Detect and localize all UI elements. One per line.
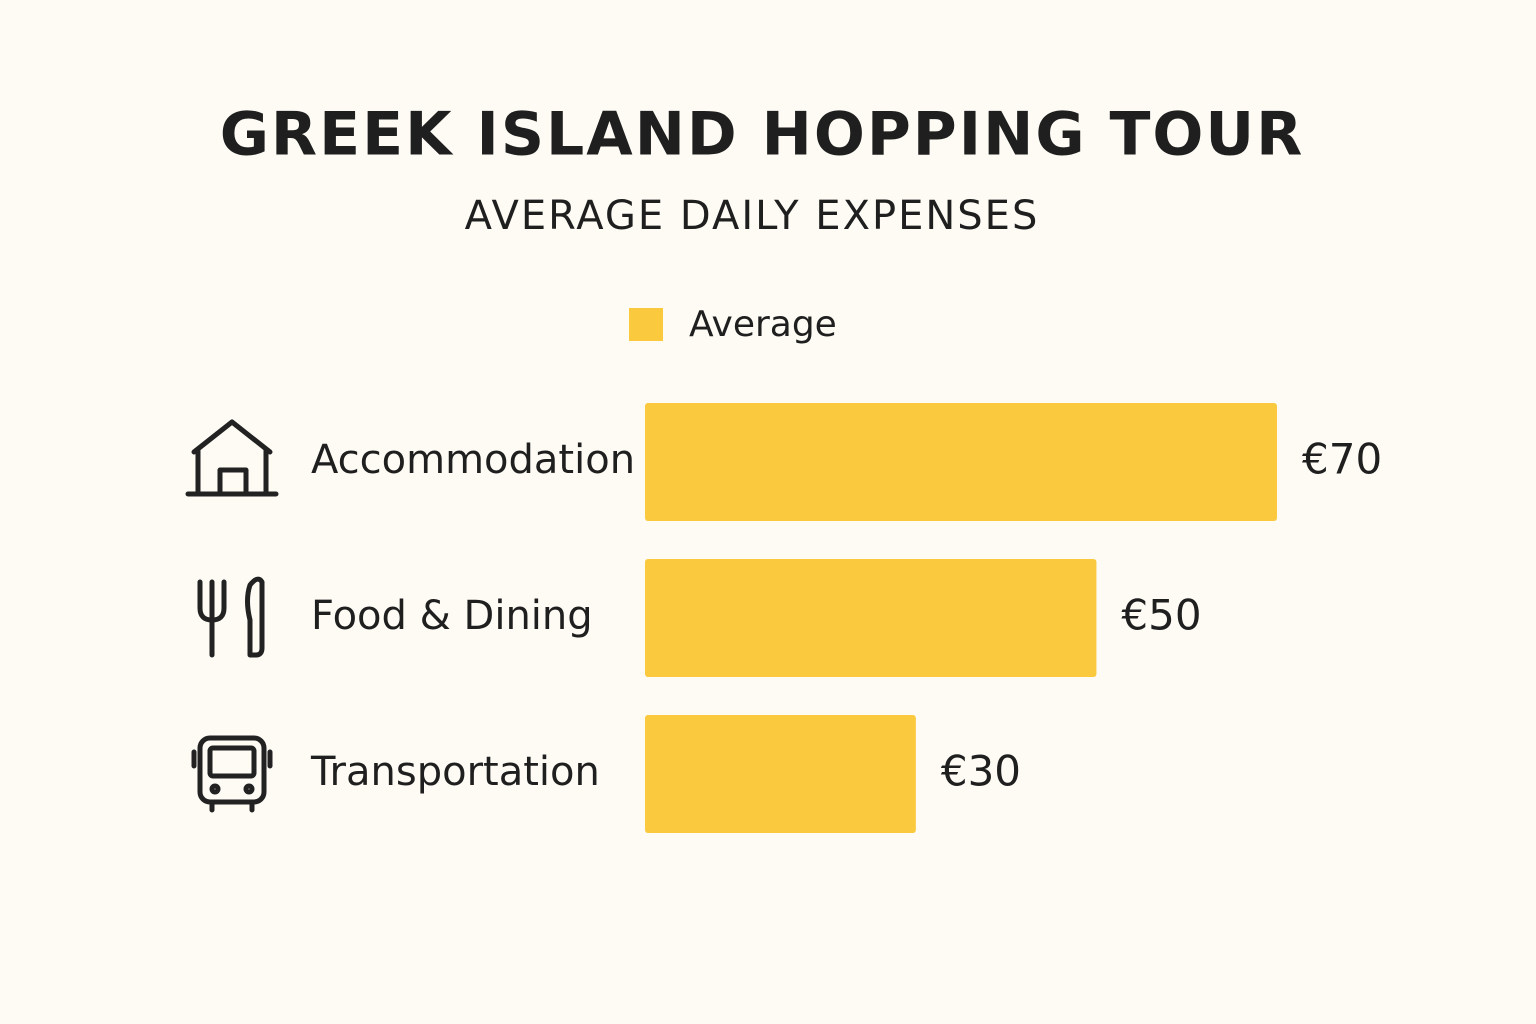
cutlery-icon — [197, 576, 265, 658]
bus-icon — [191, 735, 273, 813]
legend-swatch — [629, 308, 663, 341]
house-icon — [185, 419, 279, 497]
value-label: €50 — [1121, 591, 1201, 640]
value-label: €70 — [1302, 435, 1382, 484]
category-label: Transportation — [310, 749, 600, 795]
legend-label: Average — [689, 304, 837, 345]
bar — [645, 715, 916, 833]
bar — [645, 559, 1097, 677]
category-label: Food & Dining — [311, 593, 593, 639]
bar — [645, 403, 1277, 521]
category-label: Accommodation — [311, 437, 635, 483]
value-label: €30 — [941, 747, 1021, 796]
chart-title: GREEK ISLAND HOPPING TOUR — [220, 100, 1305, 170]
chart-subtitle: AVERAGE DAILY EXPENSES — [465, 193, 1040, 239]
